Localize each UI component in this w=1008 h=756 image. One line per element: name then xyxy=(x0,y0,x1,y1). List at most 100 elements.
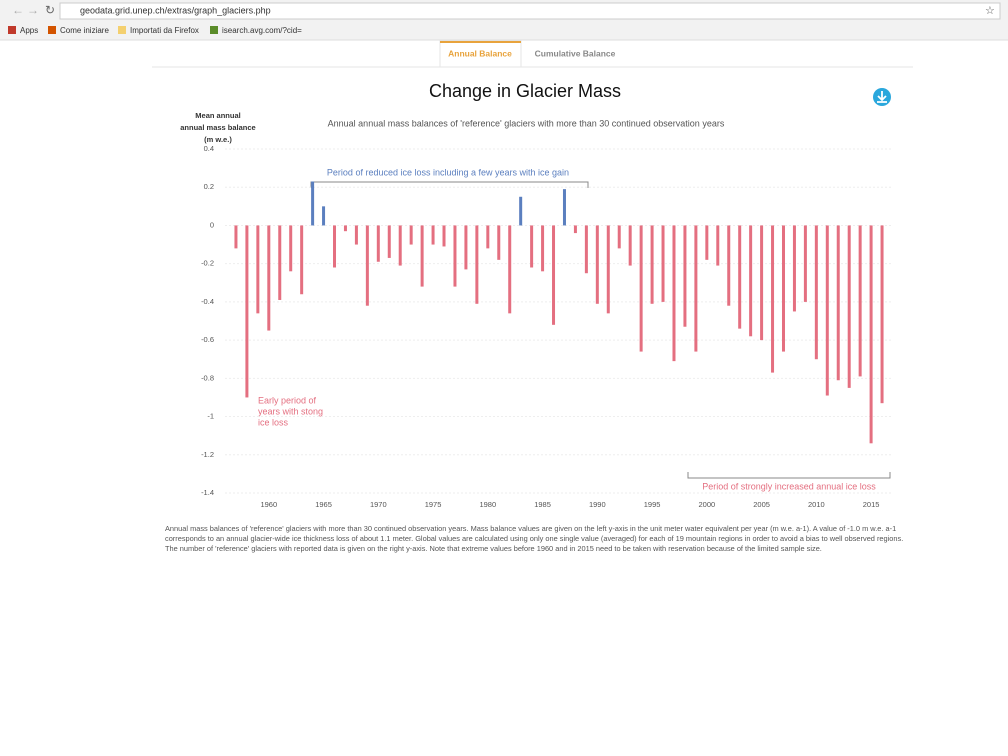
bookmark[interactable]: Apps xyxy=(20,26,38,35)
bar xyxy=(376,225,380,262)
bookmark[interactable]: Come iniziare xyxy=(60,26,109,35)
bar xyxy=(573,225,577,234)
bookmark-icon xyxy=(210,26,218,34)
bookmark[interactable]: Importati da Firefox xyxy=(130,26,199,35)
url: geodata.grid.unep.ch/extras/graph_glacie… xyxy=(80,5,271,15)
x-tick-label: 1995 xyxy=(644,500,661,509)
bar xyxy=(552,225,556,325)
bar xyxy=(508,225,512,314)
bar xyxy=(289,225,293,272)
bar xyxy=(584,225,588,274)
y-tick-label: 0 xyxy=(210,220,214,229)
reload-button[interactable]: ↻ xyxy=(45,3,55,17)
bar xyxy=(792,225,796,312)
bar xyxy=(738,225,742,329)
bar xyxy=(749,225,753,337)
bracket xyxy=(687,472,891,479)
bar xyxy=(672,225,676,362)
bar xyxy=(333,225,337,268)
bar xyxy=(409,225,413,245)
bar xyxy=(519,196,523,226)
x-tick-label: 1980 xyxy=(479,500,496,509)
bar xyxy=(431,225,435,245)
bar xyxy=(442,225,446,247)
bar xyxy=(453,225,457,287)
download-icon xyxy=(877,91,887,103)
bar xyxy=(694,225,698,352)
bookmark[interactable]: isearch.avg.com/?cid= xyxy=(222,26,302,35)
bracket xyxy=(310,181,589,188)
y-axis-label: (m w.e.) xyxy=(204,135,232,144)
bar xyxy=(562,189,566,226)
y-tick-label: -1.4 xyxy=(201,488,214,497)
bar xyxy=(354,225,358,245)
bar xyxy=(387,225,391,258)
bar xyxy=(606,225,610,314)
bar xyxy=(617,225,621,249)
x-tick-label: 1960 xyxy=(260,500,277,509)
star[interactable]: ☆ xyxy=(985,5,995,17)
y-tick-label: -1.2 xyxy=(201,450,214,459)
bar xyxy=(322,206,326,226)
bar xyxy=(716,225,720,266)
annotation: Period of strongly increased annual ice … xyxy=(702,481,876,491)
bar xyxy=(683,225,687,327)
bar xyxy=(803,225,807,302)
bar xyxy=(343,225,347,232)
bar xyxy=(300,225,304,295)
bar xyxy=(650,225,654,304)
bar xyxy=(420,225,424,287)
bar xyxy=(858,225,862,377)
annotation: years with stong xyxy=(258,406,323,416)
annotation: Early period of xyxy=(258,395,317,405)
bar xyxy=(278,225,282,300)
back-button[interactable]: ← xyxy=(12,3,24,17)
bar xyxy=(464,225,468,270)
x-tick-label: 1985 xyxy=(534,500,551,509)
bookmark-icon xyxy=(48,26,56,34)
y-axis-label: Mean annual xyxy=(195,111,240,120)
bar xyxy=(311,181,315,226)
tab[interactable]: Cumulative Balance xyxy=(535,48,616,58)
y-axis-label: annual mass balance xyxy=(180,123,255,132)
chart-subtitle: Annual annual mass balances of 'referenc… xyxy=(328,118,725,128)
bar xyxy=(475,225,479,304)
tab[interactable]: Annual Balance xyxy=(448,48,512,58)
bar xyxy=(705,225,709,260)
bar xyxy=(661,225,665,302)
x-tick-label: 1975 xyxy=(425,500,442,509)
bar xyxy=(267,225,271,331)
bar xyxy=(727,225,731,306)
y-tick-label: -0.2 xyxy=(201,259,214,268)
bar xyxy=(825,225,829,396)
x-tick-label: 2005 xyxy=(753,500,770,509)
address-bar[interactable] xyxy=(59,2,1001,20)
y-tick-label: 0.2 xyxy=(204,182,214,191)
bar xyxy=(541,225,545,272)
bar xyxy=(880,225,884,404)
bar xyxy=(595,225,599,304)
bar xyxy=(365,225,369,306)
annotation: ice loss xyxy=(258,417,289,427)
bar xyxy=(530,225,534,268)
y-tick-label: -0.6 xyxy=(201,335,214,344)
bar xyxy=(814,225,818,360)
tab-active-box xyxy=(439,40,522,68)
chart-title: Change in Glacier Mass xyxy=(429,81,621,101)
bar xyxy=(398,225,402,266)
bar xyxy=(781,225,785,352)
x-tick-label: 2000 xyxy=(698,500,715,509)
bar xyxy=(847,225,851,388)
bookmarks-bar: Apps Come iniziare Importati da Firefox ise… xyxy=(8,26,302,35)
bar xyxy=(245,225,249,398)
bar xyxy=(256,225,260,314)
bar xyxy=(628,225,632,266)
y-tick-label: 0.4 xyxy=(204,144,214,153)
x-tick-label: 2015 xyxy=(863,500,880,509)
x-tick-label: 1990 xyxy=(589,500,606,509)
bar xyxy=(836,225,840,381)
forward-button[interactable]: → xyxy=(27,3,39,17)
bar xyxy=(639,225,643,352)
